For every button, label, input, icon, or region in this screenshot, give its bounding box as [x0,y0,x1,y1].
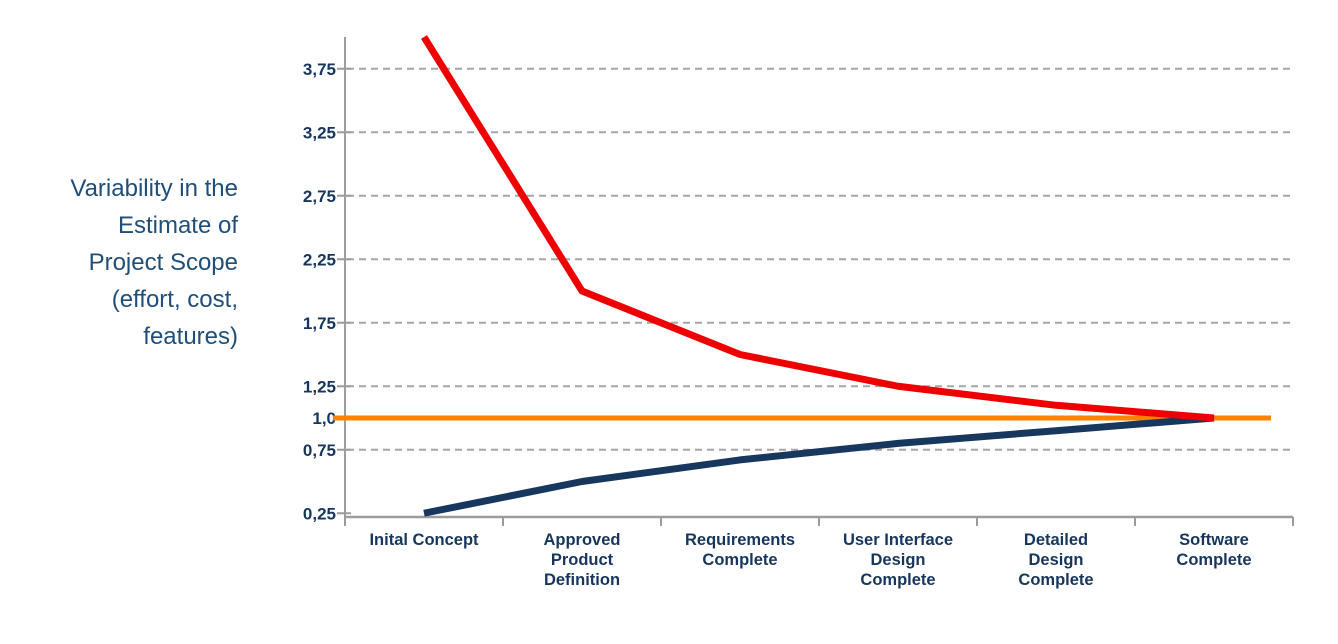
y-tick-label: 2,25 [303,250,336,269]
x-category-label: Software Complete [1176,531,1251,569]
y-tick-label: 1,25 [303,377,336,396]
x-category-label: Approved Product Definition [543,531,620,589]
lower-estimate-line [423,414,1215,517]
x-category-label: Detailed Design Complete [1018,531,1093,589]
x-category-label: User Interface Design Complete [843,531,953,589]
y-tick-label: 1,0 [312,409,336,428]
x-category-label: Inital Concept [369,531,479,549]
y-tick-label: 0,75 [303,441,336,460]
y-tick-label: 2,75 [303,187,336,206]
upper-estimate-line [421,35,1215,422]
y-tick-label: 0,25 [303,504,336,523]
y-tick-label: 1,75 [303,314,336,333]
y-axis-title: Variability in the Estimate of Project S… [70,175,238,350]
x-category-label: Requirements Complete [685,531,795,569]
y-tick-label: 3,25 [303,123,336,142]
y-tick-label: 3,75 [303,60,336,79]
